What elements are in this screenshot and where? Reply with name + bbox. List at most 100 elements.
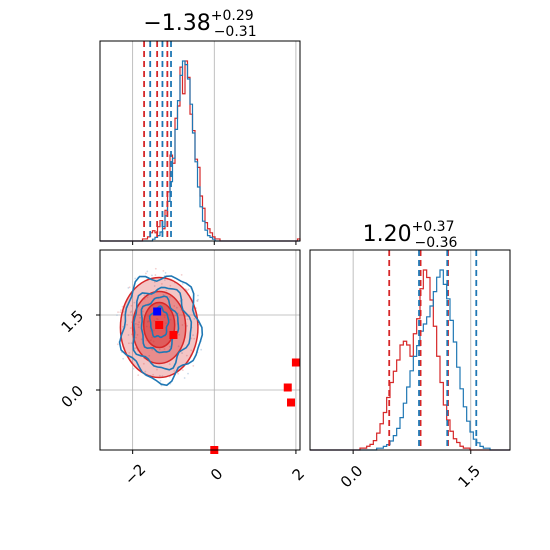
y-tick-label: 1.5 (58, 307, 88, 337)
param2-title-minus: −0.36 (414, 235, 457, 251)
sample-point (128, 342, 130, 345)
param1-title-minus: −0.31 (214, 24, 257, 40)
sample-point (181, 282, 184, 285)
sample-point (144, 370, 147, 373)
sample-point (190, 337, 193, 340)
sample-point (130, 304, 133, 307)
sample-point (187, 288, 190, 291)
sample-point (193, 337, 196, 340)
sample-point (155, 317, 158, 320)
sample-point (142, 310, 144, 313)
param1-title-plus: +0.29 (211, 8, 254, 24)
sample-point (181, 369, 184, 372)
sample-point (152, 373, 154, 376)
sample-point (153, 285, 156, 287)
sample-point (183, 377, 186, 379)
red-marker (169, 331, 178, 339)
sample-point (163, 279, 166, 281)
sample-point (162, 294, 165, 296)
hist2-blue-series (310, 269, 510, 451)
sample-point (127, 314, 130, 317)
sample-point (152, 340, 155, 343)
blue-contour (118, 275, 204, 387)
sample-point (151, 336, 153, 339)
sample-point (117, 311, 119, 314)
red-marker (291, 358, 300, 367)
sample-point (196, 300, 199, 302)
sample-point (163, 348, 166, 350)
sample-point (200, 348, 203, 351)
sample-point (145, 272, 147, 275)
sample-point (173, 305, 176, 307)
sample-point (178, 333, 180, 336)
sample-point (156, 368, 158, 371)
x-tick-label: 1.5 (454, 462, 484, 492)
blue-contour (132, 286, 193, 371)
axes-frame (99, 40, 301, 242)
sample-point (137, 323, 140, 326)
sample-point (177, 372, 179, 375)
sample-point (180, 274, 183, 276)
sample-point (177, 345, 180, 348)
blue-contour (140, 295, 180, 354)
red-marker (155, 321, 164, 329)
sample-point (129, 327, 132, 329)
sample-point (145, 325, 148, 328)
sample-point (137, 326, 140, 329)
hist1-blue-series (100, 60, 300, 242)
sample-point (185, 354, 188, 357)
hist2-red-series (310, 269, 510, 451)
sample-point (143, 294, 146, 297)
sample-point (147, 320, 150, 323)
sample-point (163, 314, 166, 317)
sample-point (130, 342, 133, 345)
sample-point (128, 286, 131, 289)
sample-point (158, 374, 161, 377)
sample-point (119, 311, 122, 314)
param1-title-value: −1.38 (143, 11, 210, 36)
sample-point (169, 318, 172, 321)
histogram-param1 (99, 40, 301, 245)
sample-point (132, 367, 135, 370)
sample-point (168, 363, 171, 366)
sample-point (153, 319, 156, 322)
sample-point (151, 348, 154, 351)
sample-point (165, 289, 168, 292)
sample-point (148, 354, 151, 357)
sample-point (154, 274, 157, 276)
sample-point (131, 314, 134, 317)
sample-point (133, 301, 136, 304)
sample-point (163, 316, 166, 319)
histogram-param2: 0.0 1.5 (309, 249, 511, 492)
sample-point (164, 272, 167, 274)
x-tick-label: −2 (121, 460, 149, 488)
sample-point (154, 267, 157, 270)
sample-point (149, 330, 152, 332)
sample-point (197, 294, 199, 297)
hist1-red-series (100, 60, 301, 242)
sample-point (151, 274, 153, 277)
sample-point (126, 323, 128, 326)
sample-point (134, 336, 137, 339)
sample-point (193, 317, 196, 320)
axes-frame (309, 249, 511, 451)
sample-point (146, 270, 149, 273)
sample-point (173, 370, 176, 372)
sample-point (168, 345, 171, 348)
x-tick-label: 0 (207, 465, 226, 484)
sample-point (122, 357, 125, 360)
sample-point (173, 314, 176, 317)
x-tick-label: 2 (289, 465, 308, 484)
scatter-param1-param2: −2 0 2 0.0 1.5 (58, 249, 308, 489)
sample-point (159, 380, 162, 382)
sample-point (116, 314, 118, 316)
sample-point (146, 296, 149, 299)
sample-point (160, 283, 163, 285)
sample-point (192, 334, 195, 337)
red-marker (287, 398, 296, 407)
sample-point (137, 374, 140, 376)
sample-point (186, 318, 189, 321)
sample-point (197, 298, 199, 301)
sample-point (122, 325, 124, 328)
